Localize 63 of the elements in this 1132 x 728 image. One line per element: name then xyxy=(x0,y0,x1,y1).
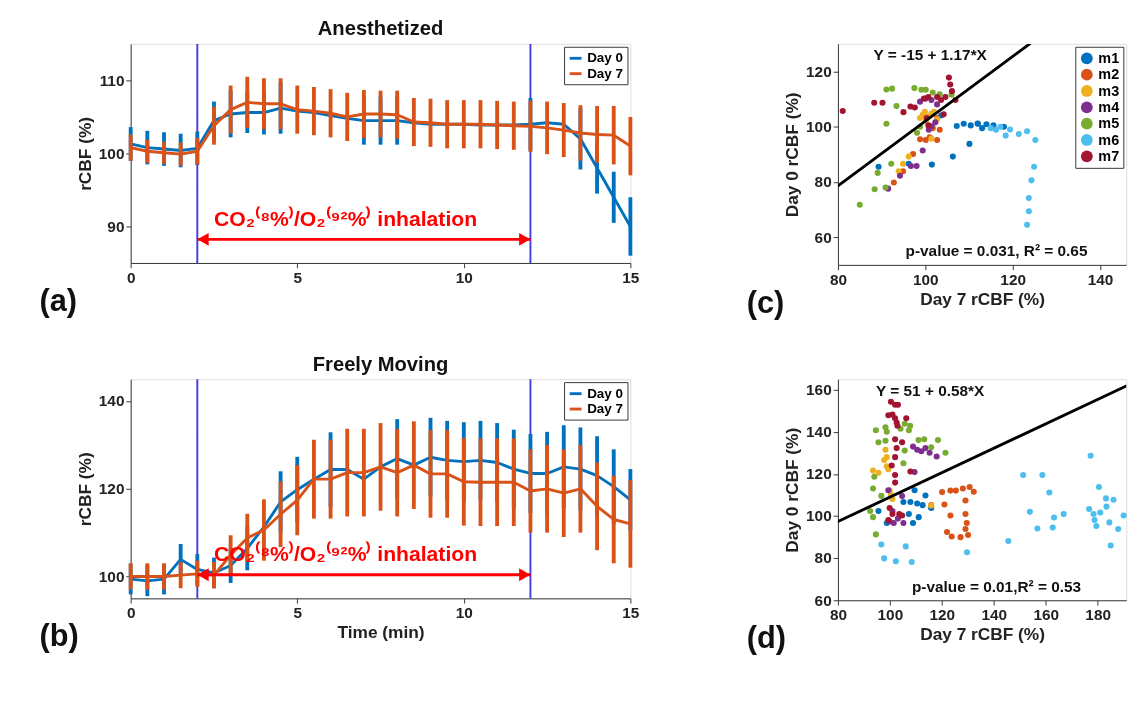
y-axis-title: rCBF (%) xyxy=(75,116,96,191)
legend-label: m7 xyxy=(1098,148,1120,165)
x-tick-label: 80 xyxy=(829,605,847,623)
x-tick-label: 5 xyxy=(293,268,303,286)
y-tick-label: 120 xyxy=(806,465,832,483)
text: (c) xyxy=(746,284,785,320)
annotation: p-value = 0.031, R² = 0.65 xyxy=(905,242,1088,260)
legend-label: m3 xyxy=(1098,82,1120,99)
x-tick-label: 120 xyxy=(1000,270,1026,288)
legend-label: m5 xyxy=(1098,115,1120,132)
legend-label: Day 0 xyxy=(587,385,623,401)
y-tick-label: 160 xyxy=(806,381,832,399)
legend-label: Day 7 xyxy=(587,400,623,416)
x-axis-title: Day 7 rCBF (%) xyxy=(920,624,1045,645)
chart-title: Freely Moving xyxy=(312,352,449,375)
annotation: Y = 51 + 0.58*X xyxy=(876,381,986,399)
x-tick-label: 180 xyxy=(1085,605,1111,623)
y-tick-label: 100 xyxy=(806,507,832,525)
y-tick-label: 60 xyxy=(814,591,832,609)
y-tick-label: 80 xyxy=(814,173,832,191)
x-tick-label: 0 xyxy=(126,604,136,622)
x-axis-title: Day 7 rCBF (%) xyxy=(920,288,1045,309)
x-tick-label: 140 xyxy=(981,605,1008,623)
legend-label: m1 xyxy=(1098,50,1120,67)
y-axis-title: Day 0 rCBF (%) xyxy=(782,92,803,218)
legend-label: Day 0 xyxy=(587,50,623,66)
y-axis-title: rCBF (%) xyxy=(75,452,96,527)
x-tick-label: 100 xyxy=(877,605,904,623)
annotation: p-value = 0.01,R² = 0.53 xyxy=(911,577,1082,595)
annotation: CO₂⁽⁸%⁾/O₂⁽⁹²%⁾ inhalation xyxy=(214,205,478,230)
x-tick-label: 0 xyxy=(126,268,136,286)
x-axis-title: Time (min) xyxy=(337,622,425,643)
y-tick-label: 100 xyxy=(98,144,125,162)
y-tick-label: 100 xyxy=(806,118,832,136)
x-tick-label: 10 xyxy=(455,604,473,622)
x-tick-label: 15 xyxy=(622,604,640,622)
x-tick-label: 140 xyxy=(1087,270,1114,288)
x-tick-label: 160 xyxy=(1033,605,1060,623)
y-tick-label: 140 xyxy=(98,392,125,410)
text: (d) xyxy=(746,620,786,656)
y-axis-title: Day 0 rCBF (%) xyxy=(782,427,803,553)
y-tick-label: 140 xyxy=(806,423,832,441)
y-tick-label: 120 xyxy=(806,62,832,80)
y-tick-label: 110 xyxy=(99,71,125,89)
y-tick-label: 100 xyxy=(98,567,125,585)
y-tick-label: 120 xyxy=(98,480,125,498)
y-tick-label: 60 xyxy=(814,228,832,246)
annotation: Y = -15 + 1.17*X xyxy=(873,46,988,64)
chart-title: Anesthetized xyxy=(317,17,444,40)
y-tick-label: 80 xyxy=(814,549,832,567)
text: (b) xyxy=(39,618,79,654)
x-tick-label: 5 xyxy=(293,604,303,622)
text: (a) xyxy=(39,283,77,319)
y-tick-label: 90 xyxy=(107,217,125,235)
x-tick-label: 10 xyxy=(455,268,473,286)
x-tick-label: 120 xyxy=(929,605,956,623)
legend-label: m2 xyxy=(1098,66,1120,83)
x-tick-label: 15 xyxy=(622,268,640,286)
x-tick-label: 100 xyxy=(912,270,939,288)
x-tick-label: 80 xyxy=(829,270,847,288)
legend-label: m6 xyxy=(1098,131,1120,148)
legend-label: m4 xyxy=(1098,99,1120,116)
legend-label: Day 7 xyxy=(587,65,623,81)
